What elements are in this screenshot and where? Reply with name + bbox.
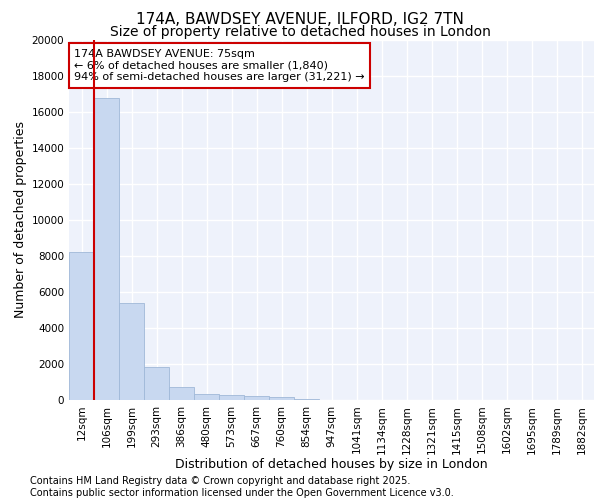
X-axis label: Distribution of detached houses by size in London: Distribution of detached houses by size … [175, 458, 488, 471]
Bar [144, 366, 169, 400]
Text: 174A BAWDSEY AVENUE: 75sqm
← 6% of detached houses are smaller (1,840)
94% of se: 174A BAWDSEY AVENUE: 75sqm ← 6% of detac… [74, 49, 365, 82]
Text: 174A, BAWDSEY AVENUE, ILFORD, IG2 7TN: 174A, BAWDSEY AVENUE, ILFORD, IG2 7TN [136, 12, 464, 28]
Bar [269, 397, 294, 400]
Text: Contains HM Land Registry data © Crown copyright and database right 2025.
Contai: Contains HM Land Registry data © Crown c… [30, 476, 454, 498]
Bar [169, 388, 194, 400]
Bar [119, 303, 144, 400]
Bar [94, 98, 119, 400]
Bar [244, 396, 269, 400]
Bar [294, 398, 319, 400]
Bar [194, 394, 219, 400]
Bar [69, 252, 94, 400]
Y-axis label: Number of detached properties: Number of detached properties [14, 122, 27, 318]
Text: Size of property relative to detached houses in London: Size of property relative to detached ho… [110, 25, 490, 39]
Bar [219, 395, 244, 400]
